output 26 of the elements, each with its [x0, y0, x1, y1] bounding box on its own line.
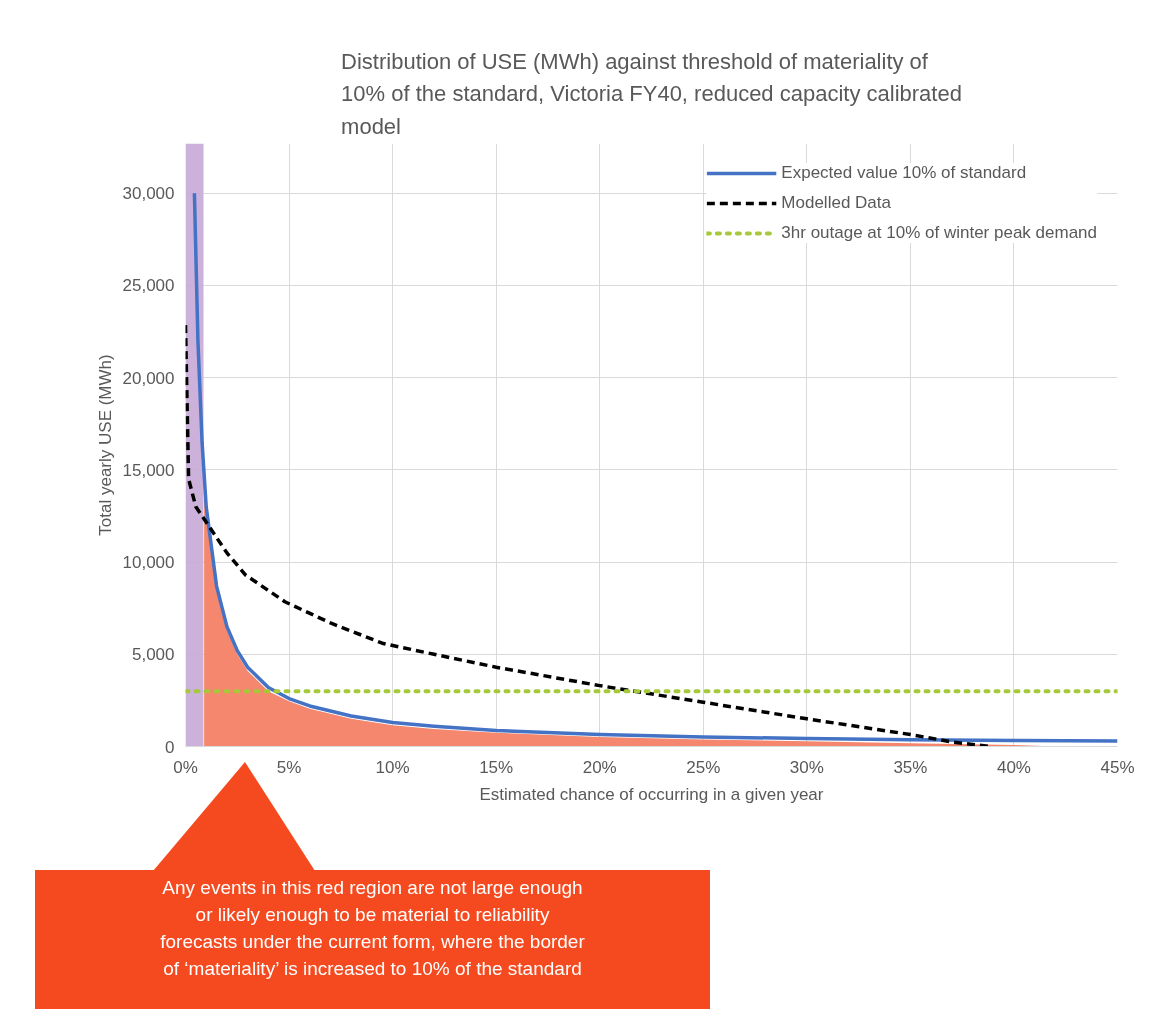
x-tick-label: 20%	[582, 757, 617, 777]
y-tick-label: 15,000	[122, 460, 175, 480]
x-tick-label: 15%	[479, 757, 514, 777]
y-tick-label: 10,000	[122, 553, 175, 573]
x-tick-label: 45%	[1100, 757, 1135, 777]
x-axis-title: Estimated chance of occurring in a given year	[479, 784, 824, 804]
x-tick-label: 10%	[375, 757, 410, 777]
y-tick-label: 30,000	[122, 184, 175, 204]
x-tick-label: 5%	[276, 757, 302, 777]
chart-title: Distribution of USE (MWh) against threshold of materiality of 10% of the standard, Victoria FY40, reduced capacity calibrated model	[341, 48, 962, 139]
x-tick-label: 30%	[789, 757, 824, 777]
x-tick-label: 0%	[173, 757, 198, 777]
y-tick-label: 20,000	[122, 368, 175, 388]
y-axis-title: Total yearly USE (MWh)	[95, 354, 115, 536]
x-tick-label: 35%	[893, 757, 928, 777]
x-tick-label: 25%	[686, 757, 721, 777]
line-series	[185, 323, 991, 747]
text: Any events in this red region are not large enough or likely enough to be material to reliability forecasts under the current form, where the border of ‘materiality’ is increased to 10% of the standard	[35, 870, 710, 1009]
y-tick-label: 5,000	[131, 645, 175, 665]
line-series	[192, 191, 1118, 743]
y-tick-label: 0	[165, 737, 175, 757]
x-tick-label: 40%	[996, 757, 1031, 777]
legend-label: Expected value 10% of standard	[781, 163, 1027, 183]
legend-label: 3hr outage at 10% of winter peak demand	[781, 223, 1097, 243]
y-tick-label: 25,000	[122, 276, 175, 296]
legend-label: Modelled Data	[781, 193, 891, 213]
